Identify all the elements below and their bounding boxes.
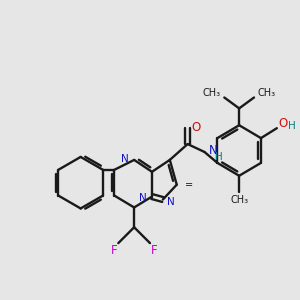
Text: N: N — [139, 193, 147, 202]
Text: N: N — [208, 145, 217, 158]
Text: H: H — [215, 152, 223, 162]
Text: CH₃: CH₃ — [258, 88, 276, 98]
Text: CH₃: CH₃ — [230, 194, 248, 205]
Text: F: F — [111, 244, 118, 256]
Text: N: N — [167, 196, 175, 206]
Text: O: O — [192, 121, 201, 134]
Text: O: O — [279, 117, 288, 130]
Text: H: H — [288, 121, 296, 131]
Text: N: N — [122, 154, 129, 164]
Text: CH₃: CH₃ — [202, 88, 220, 98]
Text: F: F — [151, 244, 157, 256]
Text: =: = — [185, 180, 193, 190]
